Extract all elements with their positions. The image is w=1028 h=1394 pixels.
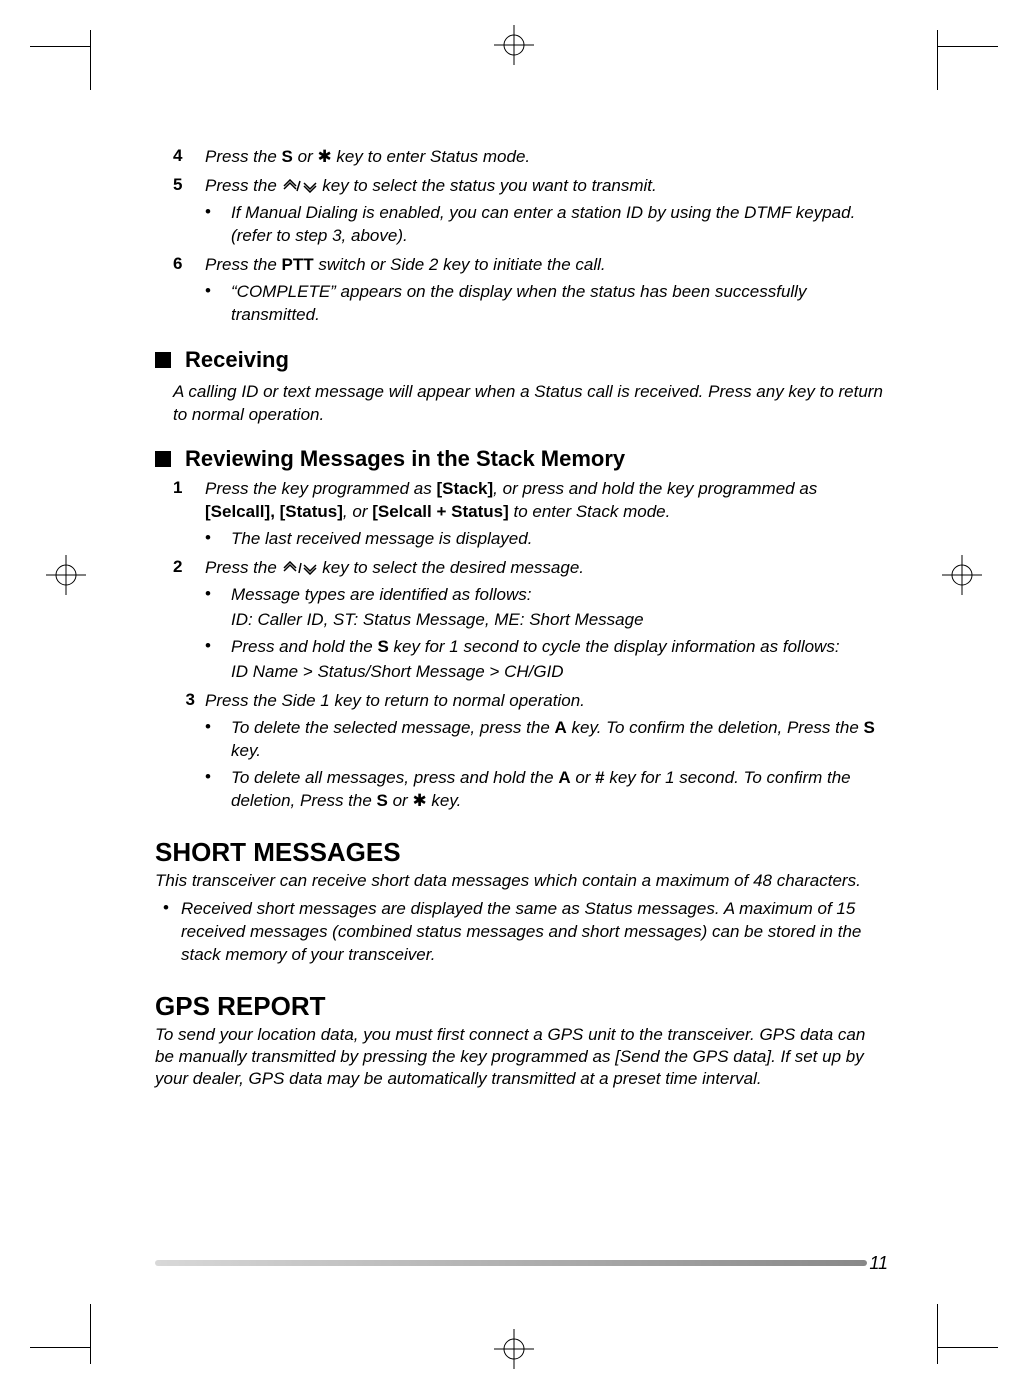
text: PTT xyxy=(282,255,314,274)
crop-mark xyxy=(90,1304,91,1364)
square-bullet-icon xyxy=(155,451,171,467)
registration-mark-icon xyxy=(494,1329,534,1369)
short-messages-bullet: • Received short messages are displayed … xyxy=(155,898,885,967)
text: If Manual Dialing is enabled, you can en… xyxy=(231,202,885,248)
reviewing-heading: Reviewing Messages in the Stack Memory xyxy=(155,446,885,472)
text: [Selcall + Status] xyxy=(372,502,509,521)
step-5-sub: • If Manual Dialing is enabled, you can … xyxy=(173,202,885,248)
text: Press the xyxy=(205,176,282,195)
text: , or xyxy=(343,502,372,521)
reviewing-step-2-sub2: • Press and hold the S key for 1 second … xyxy=(173,636,885,659)
text: or xyxy=(293,147,318,166)
star-icon: ✱ xyxy=(317,147,331,166)
text: # xyxy=(595,768,604,787)
text: switch or Side 2 key to initiate the cal… xyxy=(314,255,606,274)
reviewing-step-2-sub2-line: ID Name > Status/Short Message > CH/GID xyxy=(173,661,885,684)
reviewing-step-2-sub1: • Message types are identified as follow… xyxy=(173,584,885,607)
gps-report-paragraph: To send your location data, you must fir… xyxy=(155,1024,885,1090)
text: S xyxy=(377,791,388,810)
text: Press the xyxy=(205,147,282,166)
text: key. To confirm the deletion, Press the xyxy=(567,718,864,737)
reviewing-step-3-sub1: • To delete the selected message, press … xyxy=(173,717,885,763)
receiving-heading: Receiving xyxy=(155,347,885,373)
heading-text: Reviewing Messages in the Stack Memory xyxy=(185,446,625,472)
reviewing-step-2-sub1-line: ID: Caller ID, ST: Status Message, ME: S… xyxy=(173,609,885,632)
footer-divider xyxy=(155,1260,867,1266)
text: to enter Stack mode. xyxy=(509,502,671,521)
text: S xyxy=(377,637,388,656)
text: To delete the selected message, press th… xyxy=(231,718,555,737)
reviewing-step-3: 3 Press the Side 1 key to return to norm… xyxy=(163,690,885,713)
text: key to enter Status mode. xyxy=(332,147,530,166)
text: To delete all messages, press and hold t… xyxy=(231,768,558,787)
up-down-chevron-icon xyxy=(282,175,318,198)
text: A xyxy=(555,718,567,737)
text: “COMPLETE” appears on the display when t… xyxy=(231,281,885,327)
text: A xyxy=(558,768,570,787)
text: or xyxy=(388,791,413,810)
crop-mark xyxy=(30,1347,90,1348)
text: S xyxy=(864,718,875,737)
text: key to select the desired message. xyxy=(318,558,584,577)
crop-mark xyxy=(30,46,90,47)
short-messages-heading: SHORT MESSAGES xyxy=(155,837,885,868)
reviewing-step-3-sub2: • To delete all messages, press and hold… xyxy=(173,767,885,813)
registration-mark-icon xyxy=(46,555,86,595)
text: key. xyxy=(231,741,261,760)
receiving-paragraph: A calling ID or text message will appear… xyxy=(173,381,885,427)
text: key. xyxy=(427,791,462,810)
crop-mark xyxy=(90,30,91,90)
text: key to select the status you want to tra… xyxy=(318,176,657,195)
registration-mark-icon xyxy=(942,555,982,595)
reviewing-step-1-sub: • The last received message is displayed… xyxy=(173,528,885,551)
crop-mark xyxy=(938,46,998,47)
text: The last received message is displayed. xyxy=(231,528,885,551)
reviewing-step-2: 2 Press the key to select the desired me… xyxy=(173,557,885,580)
step-5: 5 Press the key to select the status you… xyxy=(173,175,885,198)
up-down-chevron-icon xyxy=(282,557,318,580)
text: [Stack] xyxy=(436,479,493,498)
crop-mark xyxy=(937,1304,938,1364)
page-content: 4 Press the S or ✱ key to enter Status m… xyxy=(155,140,885,1090)
square-bullet-icon xyxy=(155,352,171,368)
text: [Selcall], [Status] xyxy=(205,502,343,521)
gps-report-heading: GPS REPORT xyxy=(155,991,885,1022)
text: Press the xyxy=(205,255,282,274)
text: or xyxy=(571,768,596,787)
step-6: 6 Press the PTT switch or Side 2 key to … xyxy=(173,254,885,277)
short-messages-paragraph: This transceiver can receive short data … xyxy=(155,870,885,892)
registration-mark-icon xyxy=(494,25,534,65)
text: Press the xyxy=(205,558,282,577)
text: Press and hold the xyxy=(231,637,377,656)
star-icon: ✱ xyxy=(412,791,426,810)
page-number: 11 xyxy=(869,1253,888,1274)
crop-mark xyxy=(938,1347,998,1348)
text: key for 1 second to cycle the display in… xyxy=(389,637,840,656)
text: S xyxy=(282,147,293,166)
text: Press the key programmed as xyxy=(205,479,436,498)
text: , or press and hold the key programmed a… xyxy=(493,479,817,498)
crop-mark xyxy=(937,30,938,90)
step-6-sub: • “COMPLETE” appears on the display when… xyxy=(173,281,885,327)
text: Message types are identified as follows: xyxy=(231,584,885,607)
text: Received short messages are displayed th… xyxy=(181,898,885,967)
reviewing-step-1: 1 Press the key programmed as [Stack], o… xyxy=(173,478,885,524)
step-4: 4 Press the S or ✱ key to enter Status m… xyxy=(173,146,885,169)
text: Press the Side 1 key to return to normal… xyxy=(205,690,885,713)
heading-text: Receiving xyxy=(185,347,289,373)
